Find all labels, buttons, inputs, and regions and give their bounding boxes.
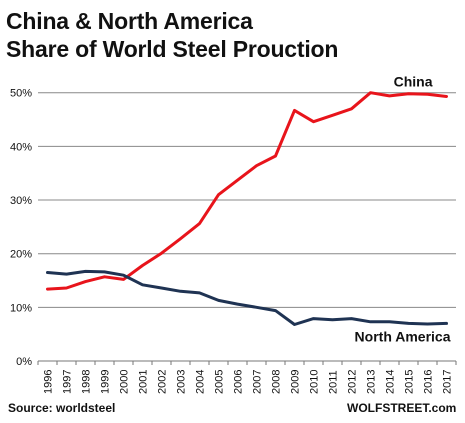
x-tick-label: 1999 <box>100 370 112 394</box>
chart-title-line-2: Share of World Steel Prouction <box>6 36 339 62</box>
y-tick-label: 40% <box>10 141 32 153</box>
x-tick-label: 2007 <box>252 370 264 394</box>
source-note: Source: worldsteel <box>8 401 116 415</box>
series-lines <box>46 91 448 326</box>
y-tick-label: 30% <box>10 195 32 207</box>
x-tick-label: 2010 <box>309 370 321 394</box>
series-label-china: China <box>394 73 433 89</box>
y-tick-label: 0% <box>16 356 32 368</box>
gridlines <box>38 92 456 308</box>
x-tick-label: 2015 <box>404 370 416 394</box>
x-tick-label: 1997 <box>62 370 74 394</box>
x-tick-label: 1998 <box>81 370 93 394</box>
x-tick-label: 2012 <box>347 370 359 394</box>
x-tick-label: 1996 <box>43 370 55 394</box>
x-tick-label: 2004 <box>195 370 207 394</box>
x-tick-label: 2003 <box>176 370 188 394</box>
x-tick-label: 2011 <box>328 370 340 394</box>
x-tick-label: 2002 <box>157 370 169 394</box>
y-tick-label: 50% <box>10 88 32 100</box>
x-tick-label: 2009 <box>290 370 302 394</box>
chart-title-line-1: China & North America <box>6 8 253 34</box>
x-tick-label: 2008 <box>271 370 283 394</box>
x-tick-label: 2001 <box>138 370 150 394</box>
x-tick-label: 2016 <box>423 370 435 394</box>
x-tick-label: 2006 <box>233 370 245 394</box>
y-tick-label: 10% <box>10 302 32 314</box>
x-tick-label: 2013 <box>366 370 378 394</box>
x-tick-label: 2005 <box>214 370 226 394</box>
series-line-north-america <box>46 269 448 326</box>
axes <box>37 360 457 365</box>
x-tick-label: 2017 <box>442 370 454 394</box>
x-tick-label: 2000 <box>119 370 131 394</box>
brand-credit: WOLFSTREET.com <box>347 401 457 415</box>
x-tick-label: 2014 <box>385 370 397 394</box>
series-line-china <box>46 91 448 291</box>
y-tick-label: 20% <box>10 249 32 261</box>
labels: 0% 10% 20% 30% 40% 50% 1996 1997 1998 1999 2000 200… <box>10 73 454 394</box>
series-label-north-america: North America <box>355 328 451 344</box>
